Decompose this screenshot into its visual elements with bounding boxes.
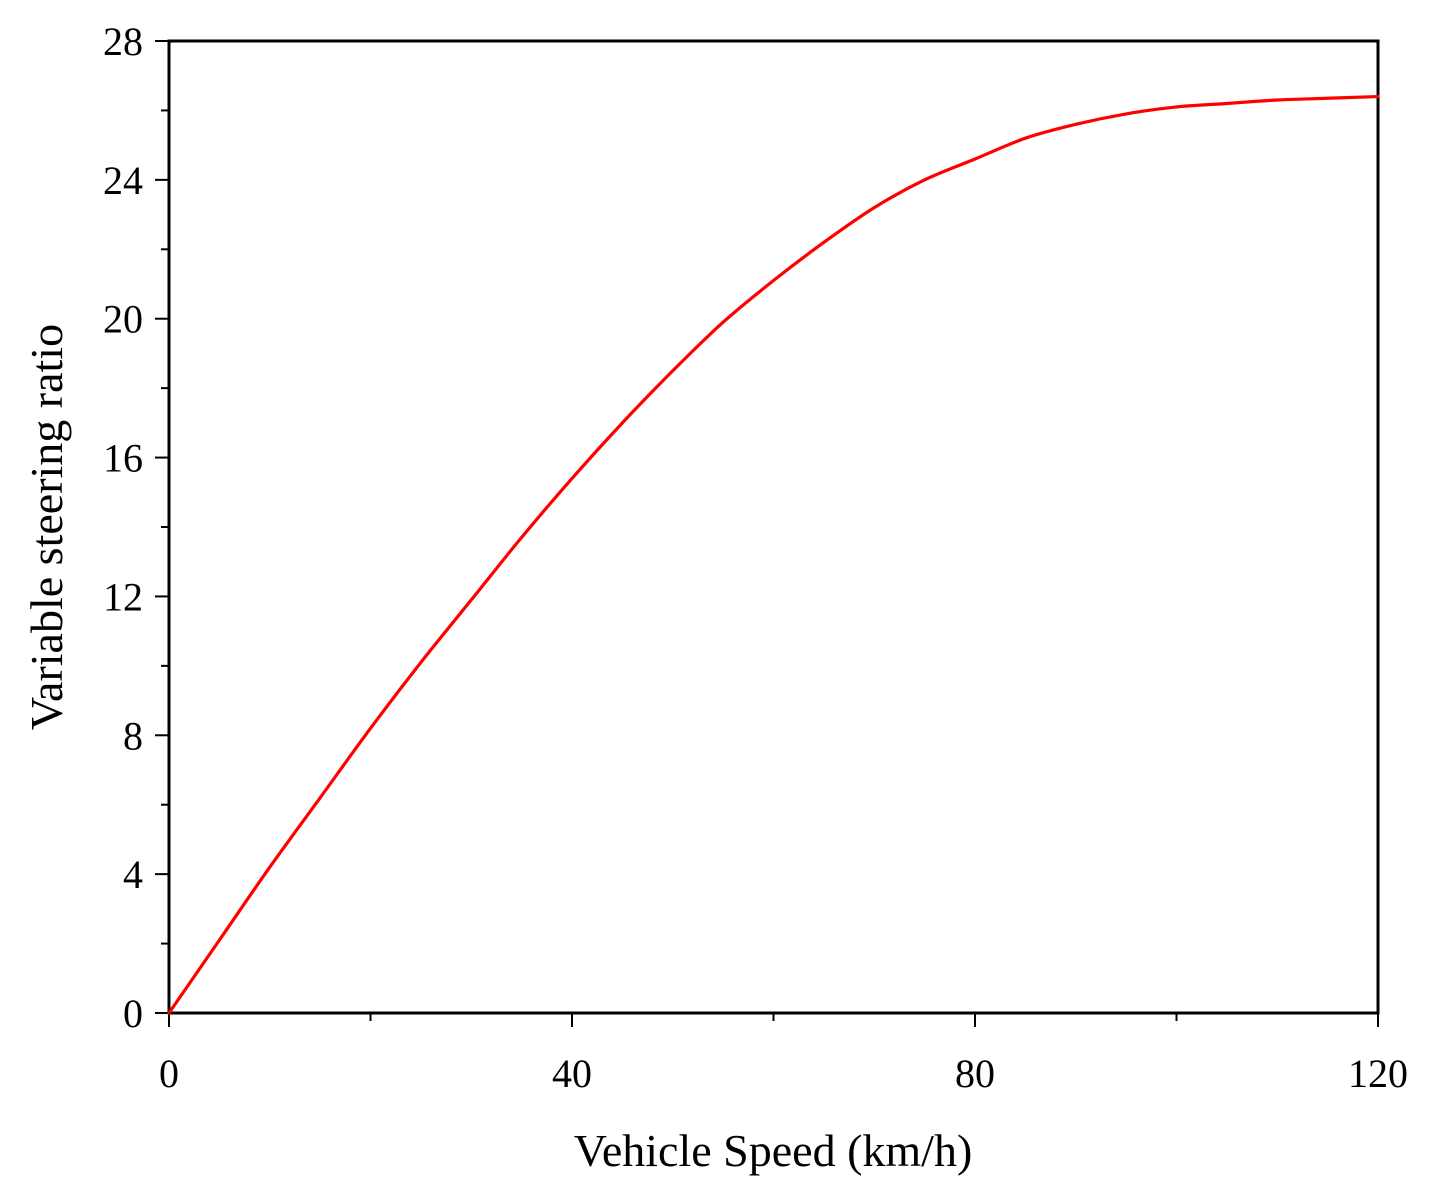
- y-tick-label: 20: [103, 297, 143, 342]
- y-tick-label: 0: [123, 991, 143, 1036]
- y-tick-label: 4: [123, 852, 143, 897]
- x-tick-label: 40: [552, 1051, 592, 1096]
- plot-layer: 0 40 80 120 0 4 8 12 16 20 24 28: [103, 19, 1408, 1096]
- y-tick-label: 12: [103, 574, 143, 619]
- x-tick-label: 0: [159, 1051, 179, 1096]
- x-tick-label: 120: [1348, 1051, 1408, 1096]
- y-tick-label: 16: [103, 436, 143, 481]
- y-tick-label: 28: [103, 19, 143, 64]
- plot-frame: [167, 39, 1380, 1015]
- y-axis-title: Variable steering ratio: [21, 324, 72, 730]
- series-line: [167, 94, 1380, 1015]
- y-tick-label: 24: [103, 158, 143, 203]
- x-axis-title: Vehicle Speed (km/h): [574, 1125, 973, 1176]
- x-tick-label: 80: [955, 1051, 995, 1096]
- y-tick-label: 8: [123, 713, 143, 758]
